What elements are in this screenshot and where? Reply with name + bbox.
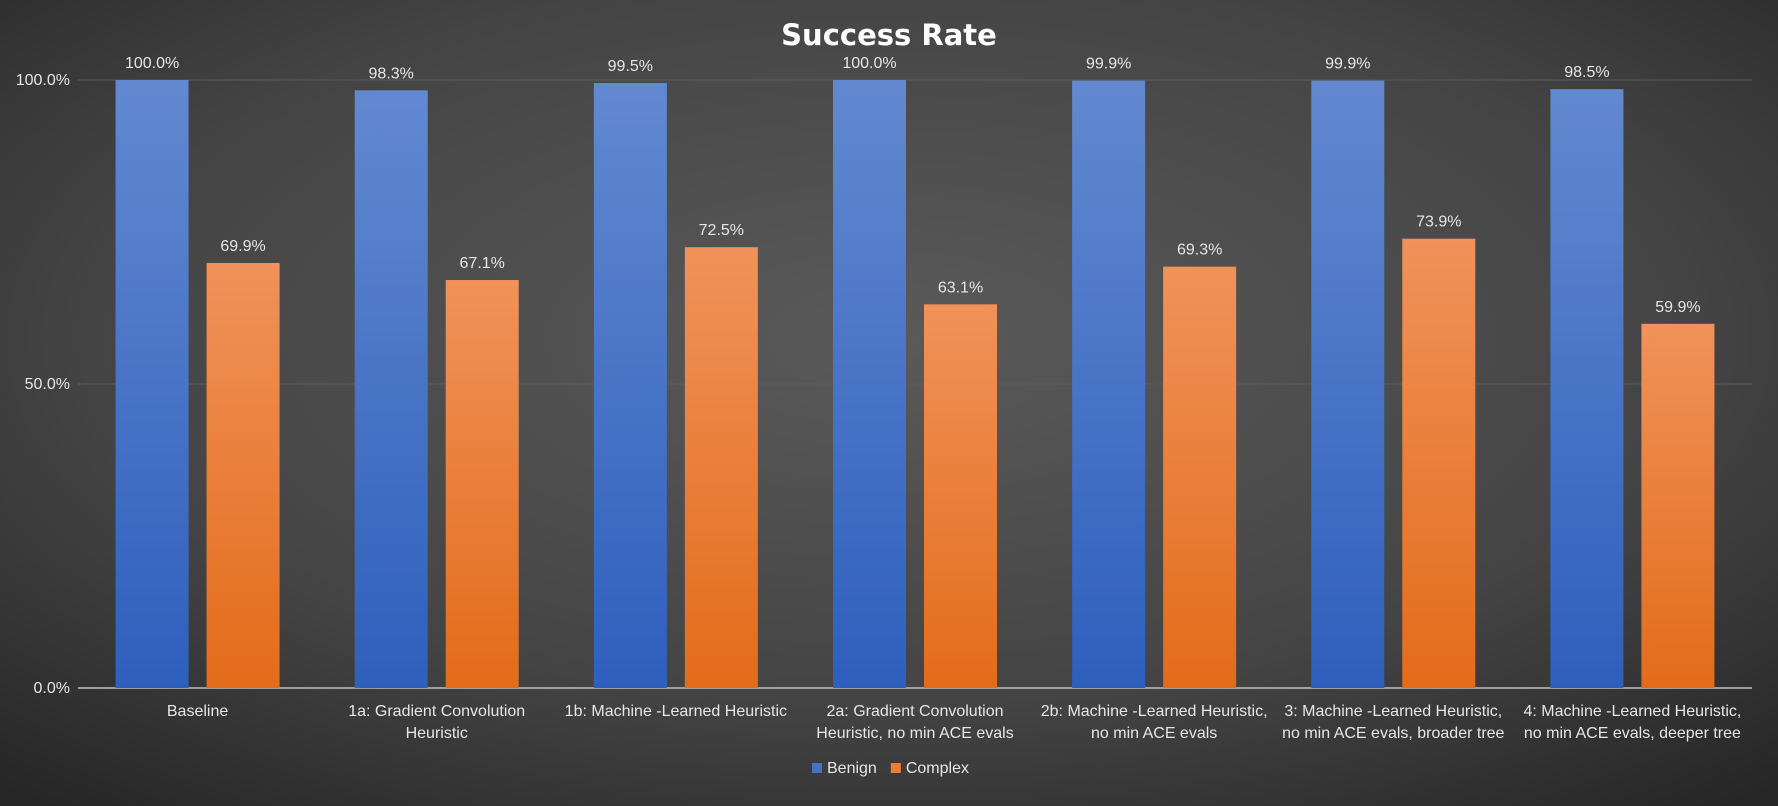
- x-axis-categories: Baseline 1a: Gradient Convolution Heuristi…: [167, 703, 1741, 742]
- y-tick-label: 100.0%: [16, 72, 70, 89]
- data-label-benign-7: 98.5%: [1564, 64, 1609, 81]
- category-label-7: 4: Machine -Learned Heuristic,: [1523, 703, 1741, 720]
- category-label-2: 1a: Gradient Convolution: [348, 703, 525, 720]
- bar-complex-4: [924, 304, 997, 688]
- legend-label-complex: Complex: [906, 760, 969, 777]
- category-label-3: 1b: Machine -Learned Heuristic: [565, 703, 787, 720]
- bar-benign-3: [593, 83, 667, 689]
- data-label-complex-5: 69.3%: [1177, 242, 1222, 259]
- data-label-benign-3: 99.5%: [608, 58, 653, 75]
- legend-swatch-benign: [812, 763, 822, 773]
- data-label-benign-2: 98.3%: [369, 65, 414, 82]
- category-label-2: Heuristic: [406, 725, 468, 742]
- category-label-5: 2b: Machine -Learned Heuristic,: [1041, 703, 1268, 720]
- bar-complex-7: [1641, 323, 1715, 688]
- bar-complex-2: [445, 280, 519, 688]
- data-label-complex-1: 69.9%: [220, 238, 265, 255]
- legend-swatch-complex: [890, 763, 901, 773]
- data-labels: 100.0% 69.9% 98.3% 67.1% 99.5% 72.5% 100.0% 63.…: [125, 55, 1701, 316]
- bar-complex-1: [206, 263, 280, 688]
- category-label-6: no min ACE evals, broader tree: [1282, 725, 1504, 742]
- chart-title: Success Rate: [781, 18, 997, 52]
- data-label-complex-3: 72.5%: [699, 222, 744, 239]
- category-label-7: no min ACE evals, deeper tree: [1524, 725, 1741, 742]
- data-label-benign-6: 99.9%: [1325, 56, 1370, 73]
- bar-complex-6: [1402, 238, 1476, 689]
- category-label-1: Baseline: [167, 703, 228, 720]
- bar-benign-4: [833, 80, 906, 688]
- y-tick-label: 0.0%: [34, 680, 70, 697]
- bar-benign-7: [1550, 89, 1624, 689]
- y-tick-label: 50.0%: [25, 376, 70, 393]
- data-label-complex-7: 59.9%: [1655, 299, 1700, 316]
- data-label-complex-6: 73.9%: [1416, 214, 1461, 231]
- data-label-benign-4: 100.0%: [842, 55, 896, 72]
- data-label-complex-2: 67.1%: [460, 255, 505, 272]
- legend-label-benign: Benign: [827, 760, 877, 777]
- data-label-complex-4: 63.1%: [938, 279, 983, 296]
- bar-benign-1: [115, 80, 189, 688]
- bars: [115, 80, 1715, 689]
- bar-benign-2: [354, 90, 428, 688]
- bar-benign-5: [1072, 80, 1146, 688]
- category-label-6: 3: Machine -Learned Heuristic,: [1284, 703, 1502, 720]
- category-label-4: 2a: Gradient Convolution: [827, 703, 1004, 720]
- bar-complex-5: [1163, 266, 1237, 688]
- bar-complex-3: [684, 247, 758, 688]
- y-axis-ticks: 0.0% 50.0% 100.0%: [16, 72, 70, 697]
- legend: Benign Complex: [812, 760, 969, 777]
- category-label-4: Heuristic, no min ACE evals: [816, 725, 1013, 742]
- data-label-benign-1: 100.0%: [125, 55, 179, 72]
- bar-benign-6: [1311, 80, 1385, 688]
- category-label-5: no min ACE evals: [1091, 725, 1217, 742]
- data-label-benign-5: 99.9%: [1086, 56, 1131, 73]
